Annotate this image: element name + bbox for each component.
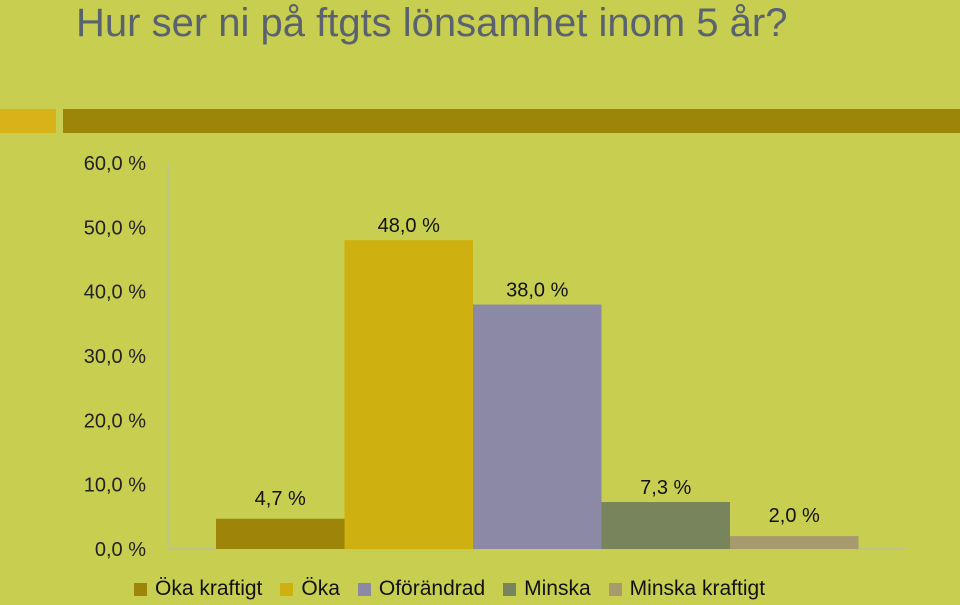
- bar-2: [344, 240, 473, 549]
- chart-legend: Öka kraftigt Öka Oförändrad Minska Minska kr…: [134, 577, 783, 601]
- y-tick-label: 40,0 %: [84, 282, 146, 304]
- y-tick-label: 60,0 %: [84, 153, 146, 175]
- y-tick-label: 0,0 %: [95, 539, 146, 561]
- accent-band-left: [0, 109, 56, 133]
- data-label: 2,0 %: [769, 505, 820, 527]
- y-tick-label: 30,0 %: [84, 346, 146, 368]
- data-label: 4,7 %: [255, 488, 306, 510]
- legend-item: Minska: [503, 577, 591, 601]
- slide-title: Hur ser ni på ftgts lönsamhet inom 5 år?: [76, 1, 788, 45]
- legend-item: Oförändrad: [357, 577, 486, 601]
- bar-3: [473, 304, 602, 549]
- legend-label: Minska kraftigt: [629, 577, 766, 600]
- legend-label: Minska: [524, 577, 591, 600]
- data-label: 7,3 %: [640, 477, 691, 499]
- bar-4: [601, 502, 730, 549]
- legend-label: Oförändrad: [378, 577, 486, 600]
- y-tick-label: 20,0 %: [84, 410, 146, 432]
- legend-swatch: [357, 582, 371, 596]
- legend-swatch: [503, 582, 517, 596]
- data-label: 38,0 %: [506, 280, 568, 302]
- legend-item: Minska kraftigt: [608, 577, 766, 601]
- legend-item: Öka: [280, 577, 340, 601]
- legend-label: Öka: [301, 577, 340, 600]
- legend-label: Öka kraftigt: [155, 577, 263, 600]
- bar-1: [216, 518, 345, 549]
- legend-swatch: [608, 582, 622, 596]
- legend-swatch: [134, 582, 147, 596]
- y-tick-label: 50,0 %: [84, 217, 146, 239]
- bar-5: [730, 536, 859, 549]
- accent-band-right: [63, 109, 960, 133]
- data-label: 48,0 %: [378, 215, 440, 237]
- legend-swatch: [280, 582, 294, 596]
- legend-item: Öka kraftigt: [134, 577, 262, 601]
- y-tick-label: 10,0 %: [84, 475, 146, 497]
